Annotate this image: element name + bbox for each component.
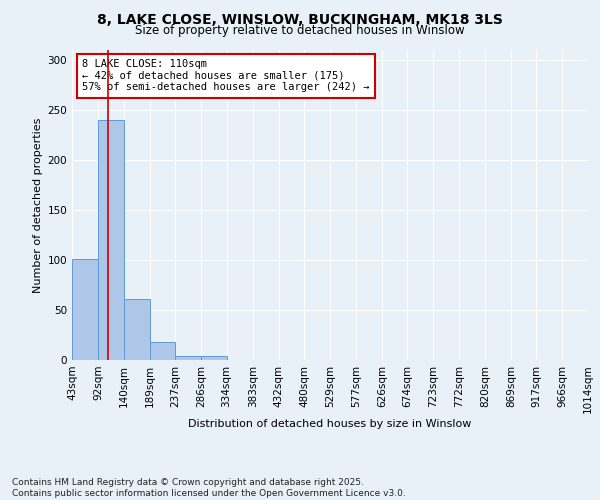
Bar (98, 120, 124, 360)
Bar (72, 259, 98, 360)
Text: 8, LAKE CLOSE, WINSLOW, BUCKINGHAM, MK18 3LS: 8, LAKE CLOSE, WINSLOW, BUCKINGHAM, MK18… (97, 12, 503, 26)
Bar (149, 342, 175, 360)
Bar (175, 356, 201, 360)
Text: Size of property relative to detached houses in Winslow: Size of property relative to detached ho… (135, 24, 465, 37)
Text: 8 LAKE CLOSE: 110sqm
← 42% of detached houses are smaller (175)
57% of semi-deta: 8 LAKE CLOSE: 110sqm ← 42% of detached h… (82, 60, 370, 92)
Text: Contains HM Land Registry data © Crown copyright and database right 2025.
Contai: Contains HM Land Registry data © Crown c… (12, 478, 406, 498)
Bar (124, 299, 149, 360)
Bar (201, 356, 227, 360)
Y-axis label: Number of detached properties: Number of detached properties (33, 118, 43, 292)
X-axis label: Distribution of detached houses by size in Winslow: Distribution of detached houses by size … (188, 419, 472, 429)
